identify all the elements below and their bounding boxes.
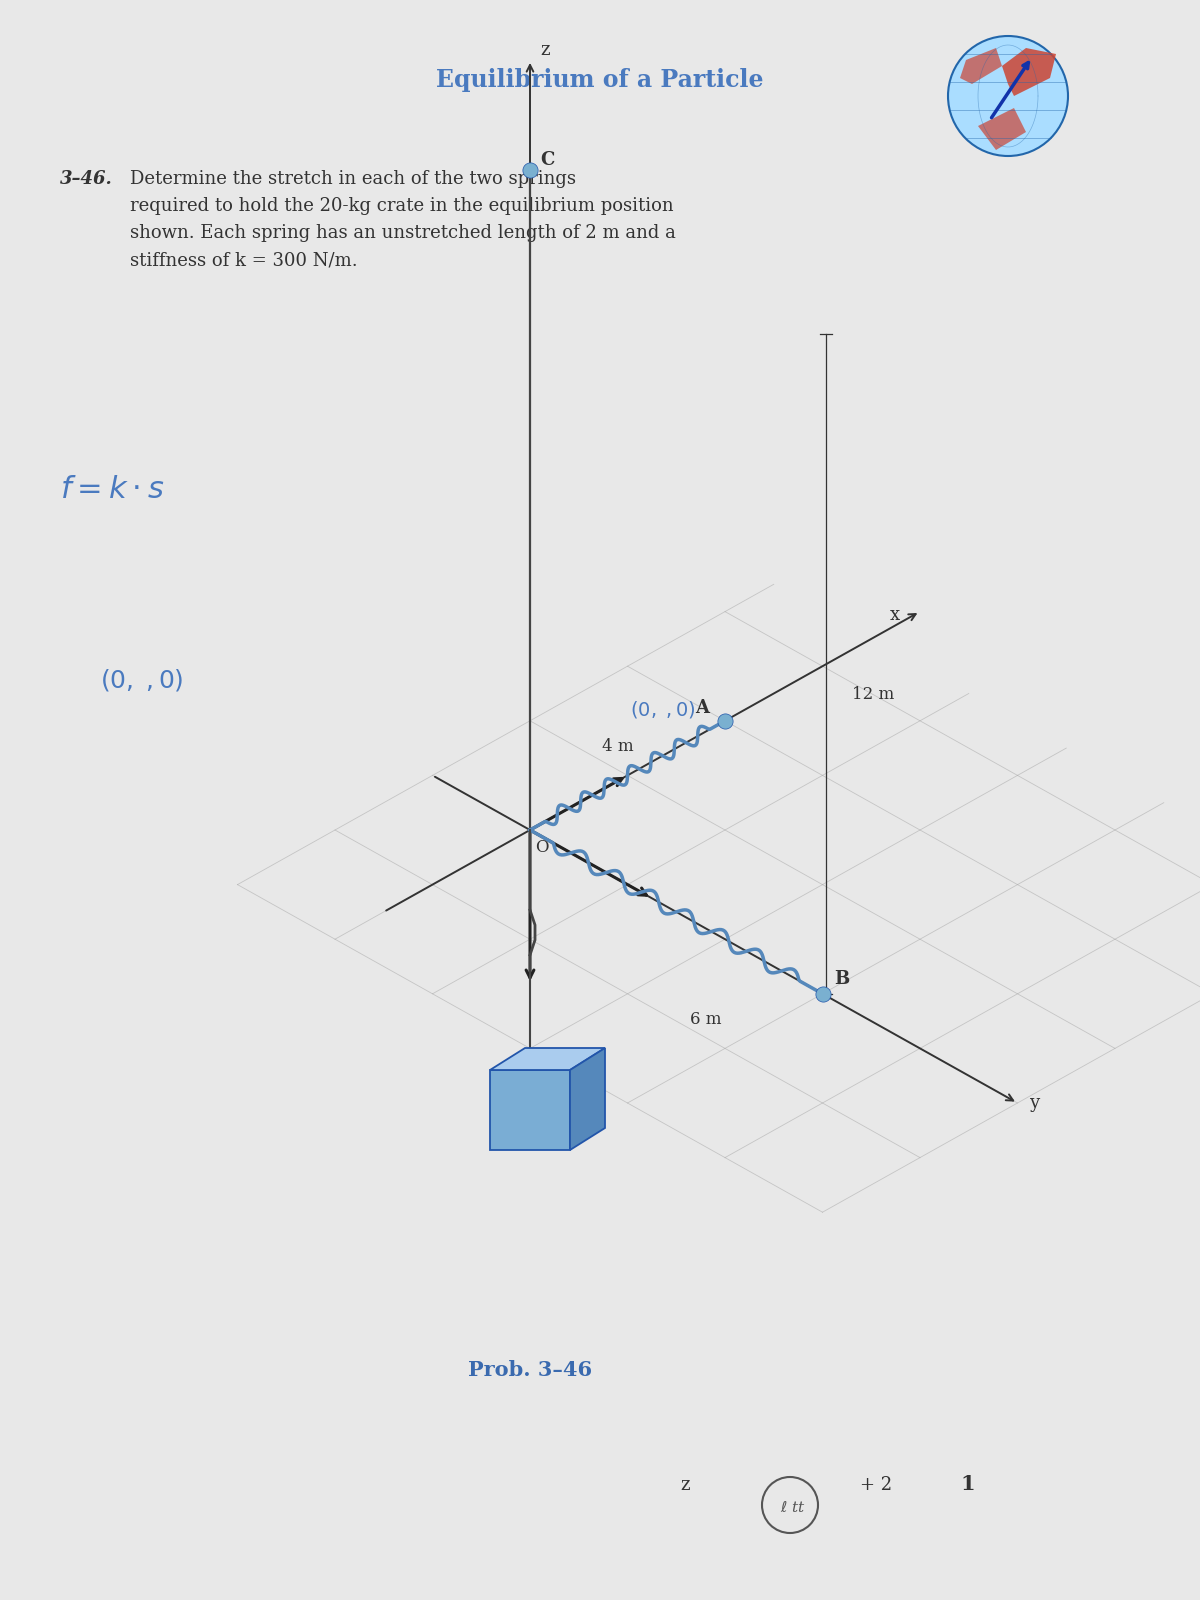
Text: A: A [695, 699, 709, 717]
Polygon shape [960, 48, 1002, 83]
Polygon shape [570, 1048, 605, 1150]
Text: 12 m: 12 m [852, 686, 894, 704]
Point [521, 157, 540, 182]
Text: y: y [1030, 1094, 1039, 1112]
Polygon shape [490, 1048, 605, 1070]
Text: + 2: + 2 [860, 1475, 892, 1494]
Text: 3–46.: 3–46. [60, 170, 113, 187]
Polygon shape [978, 109, 1026, 150]
Text: O: O [535, 838, 548, 856]
Text: 6 m: 6 m [690, 1011, 722, 1027]
Text: Determine the stretch in each of the two springs
required to hold the 20-kg crat: Determine the stretch in each of the two… [130, 170, 676, 269]
Text: Prob. 3–46: Prob. 3–46 [468, 1360, 592, 1379]
Text: 1: 1 [960, 1474, 974, 1494]
Text: z: z [680, 1475, 690, 1494]
Text: C: C [540, 150, 554, 170]
Text: x: x [890, 605, 900, 624]
Text: $(0,\;,0)$: $(0,\;,0)$ [630, 699, 696, 720]
Point [715, 707, 734, 733]
Text: z: z [540, 42, 550, 59]
Text: B: B [834, 970, 850, 987]
Text: 4 m: 4 m [601, 738, 634, 755]
Text: $(0,\; ,0)$: $(0,\; ,0)$ [100, 667, 184, 693]
Polygon shape [1002, 48, 1056, 96]
Point [812, 981, 832, 1006]
Text: Equilibrium of a Particle: Equilibrium of a Particle [437, 67, 763, 91]
Circle shape [948, 35, 1068, 157]
Text: $\ell$ tt: $\ell$ tt [780, 1501, 805, 1515]
Text: $f = k \cdot s$: $f = k \cdot s$ [60, 475, 164, 504]
Polygon shape [490, 1070, 570, 1150]
